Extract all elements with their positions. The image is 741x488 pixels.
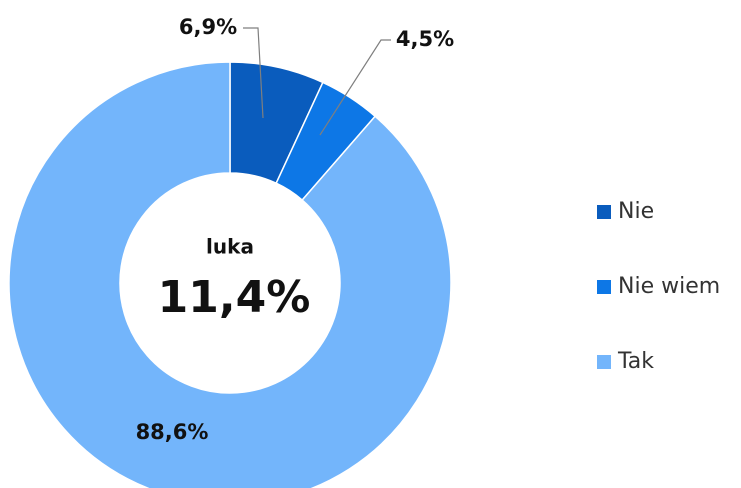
legend-label: Nie: [618, 199, 654, 224]
legend-swatch: [597, 355, 611, 369]
data-label: 88,6%: [136, 420, 209, 444]
legend-swatch: [597, 280, 611, 294]
data-label: 4,5%: [396, 27, 454, 51]
leader-line: [319, 39, 391, 136]
data-label: 6,9%: [179, 15, 237, 39]
legend-swatch: [597, 205, 611, 219]
slice: [8, 61, 452, 488]
legend-label: Nie wiem: [618, 274, 720, 299]
legend-label: Tak: [617, 349, 654, 374]
center-text: 11,4%: [158, 272, 311, 323]
center-title: luka: [206, 235, 254, 259]
leader-line: [243, 27, 264, 119]
